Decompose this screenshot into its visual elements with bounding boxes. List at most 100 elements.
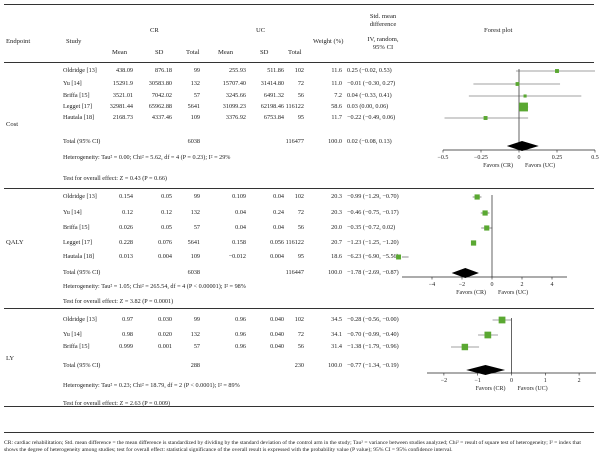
total-uc: 116477 (285, 138, 304, 145)
table-cell-cr-mean: 2168.73 (112, 114, 133, 121)
table-cell-weight: 58.6 (331, 103, 342, 110)
table-cell-cr-total: 5641 (187, 103, 200, 110)
table-cell-uc-sd: 0.056 (270, 239, 284, 246)
table-cell-uc-total: 116122 (285, 239, 304, 246)
table-cell-cr-total: 132 (190, 80, 200, 87)
table-cell-uc-total: 72 (297, 331, 304, 338)
table-cell-study: Oldridge [13] (63, 316, 97, 323)
x-tick-label: 0 (518, 155, 521, 161)
header-study: Study (66, 38, 82, 45)
x-tick-label: 2 (521, 282, 524, 288)
favors-cr-label: Favors (CR) (483, 162, 513, 169)
study-effect-marker (461, 343, 469, 351)
pooled-effect-diamond (451, 268, 479, 278)
overall-effect-text: Test for overall effect: Z = 0.43 (P = 0… (63, 175, 167, 182)
table-cell-study: Yu [14] (63, 209, 82, 216)
total-cr: 288 (190, 362, 200, 369)
x-tick-label: 0 (510, 378, 513, 384)
table-cell-weight: 34.1 (331, 331, 342, 338)
table-cell-uc-total: 56 (297, 92, 304, 99)
endpoint-label: LY (6, 355, 15, 362)
table-cell-cr-mean: 438.09 (115, 67, 133, 74)
x-tick-label: 0.5 (591, 155, 599, 161)
table-cell-study: Hautala [18] (63, 114, 95, 121)
table-cell-cr-total: 57 (193, 224, 200, 231)
table-cell-cr-sd: 0.020 (158, 331, 172, 338)
table-cell-uc-total: 56 (297, 343, 304, 350)
top-rule (4, 4, 594, 5)
table-cell-weight: 11.7 (331, 114, 342, 121)
table-cell-uc-sd: 6491.32 (263, 92, 284, 99)
table-cell-cr-mean: 0.97 (122, 316, 133, 323)
table-cell-uc-sd: 0.04 (273, 193, 284, 200)
header-uc-mean: Mean (218, 49, 234, 56)
table-cell-ci: 0.03 (0.00, 0.06) (347, 103, 389, 110)
header-forest: Forest plot (484, 27, 513, 34)
total-ci: 0.02 (−0.08, 0.13) (347, 138, 392, 145)
table-cell-uc-sd: 0.040 (270, 316, 284, 323)
total-uc: 116447 (285, 269, 304, 276)
header-uc: UC (256, 27, 266, 34)
table-cell-uc-sd: 62198.46 (260, 103, 284, 110)
table-cell-cr-mean: 0.98 (122, 331, 133, 338)
overall-effect-text: Test for overall effect: Z = 3.82 (P = 0… (63, 298, 174, 305)
table-cell-cr-total: 109 (190, 114, 200, 121)
heterogeneity-text: Heterogeneity: Tau² = 0.00; Chi² = 5.62,… (63, 154, 231, 161)
table-cell-cr-sd: 0.12 (161, 209, 172, 216)
table-cell-study: Briffa [15] (63, 92, 90, 99)
header-smd-2: difference (369, 21, 397, 28)
study-effect-marker (396, 254, 402, 260)
x-tick-label: −2 (459, 282, 465, 288)
header-cr: CR (150, 27, 159, 34)
header-smd-1: Std. mean (369, 13, 397, 20)
table-cell-cr-sd: 30583.80 (148, 80, 172, 87)
table-cell-uc-mean: 31099.23 (222, 103, 246, 110)
table-cell-uc-mean: 255.93 (228, 67, 246, 74)
table-cell-uc-sd: 0.24 (273, 209, 284, 216)
table-cell-uc-mean: 0.04 (235, 209, 246, 216)
x-tick-label: 1 (544, 378, 547, 384)
table-cell-weight: 20.7 (331, 239, 342, 246)
table-cell-cr-sd: 4337.46 (151, 114, 172, 121)
table-cell-cr-total: 57 (193, 343, 200, 350)
table-cell-uc-sd: 0.04 (273, 224, 284, 231)
x-tick-label: −0.5 (438, 155, 449, 161)
table-cell-uc-total: 56 (297, 224, 304, 231)
table-cell-ci: −0.99 (−1.29, −0.70) (347, 193, 399, 200)
study-effect-marker (483, 116, 488, 120)
x-tick-label: 4 (551, 282, 554, 288)
table-cell-study: Briffa [15] (63, 224, 90, 231)
table-cell-ci: −0.01 (−0.30, 0.27) (347, 80, 396, 87)
total-weight: 100.0 (328, 362, 342, 369)
x-tick-label: −0.25 (474, 155, 488, 161)
table-cell-weight: 20.0 (331, 224, 342, 231)
table-cell-uc-sd: 511.86 (267, 67, 284, 74)
favors-cr-label: Favors (CR) (456, 289, 486, 296)
table-cell-ci: −6.23 (−6.90, −5.56) (347, 253, 399, 260)
footnote: CR: cardiac rehabilitation; Std. mean di… (4, 440, 581, 453)
study-effect-marker (484, 331, 492, 339)
table-cell-cr-mean: 0.154 (119, 193, 133, 200)
table-cell-cr-sd: 0.001 (158, 343, 172, 350)
header-cr-sd: SD (155, 49, 164, 56)
table-cell-cr-mean: 0.12 (122, 209, 133, 216)
header-cr-total: Total (186, 49, 200, 56)
table-cell-cr-total: 99 (193, 316, 200, 323)
total-ci: −1.78 (−2.69, −0.87) (347, 269, 399, 276)
table-cell-cr-sd: 0.05 (161, 193, 172, 200)
table-cell-cr-mean: 3521.01 (112, 92, 133, 99)
table-cell-study: Briffa [15] (63, 343, 90, 350)
table-cell-ci: −0.22 (−0.49, 0.06) (347, 114, 396, 121)
table-cell-uc-mean: 0.96 (235, 316, 246, 323)
table-cell-weight: 11.6 (331, 67, 342, 74)
favors-uc-label: Favors (UC) (525, 162, 555, 169)
table-cell-study: Oldridge [13] (63, 67, 97, 74)
table-cell-cr-sd: 0.004 (158, 253, 172, 260)
study-effect-marker (484, 225, 490, 231)
table-cell-weight: 7.2 (334, 92, 342, 99)
x-tick-label: 2 (578, 378, 581, 384)
pooled-effect-diamond (466, 365, 506, 375)
table-cell-study: Yu [14] (63, 331, 82, 338)
table-cell-cr-mean: 15291.9 (112, 80, 133, 87)
table-cell-ci: −1.38 (−1.79, −0.96) (347, 343, 399, 350)
